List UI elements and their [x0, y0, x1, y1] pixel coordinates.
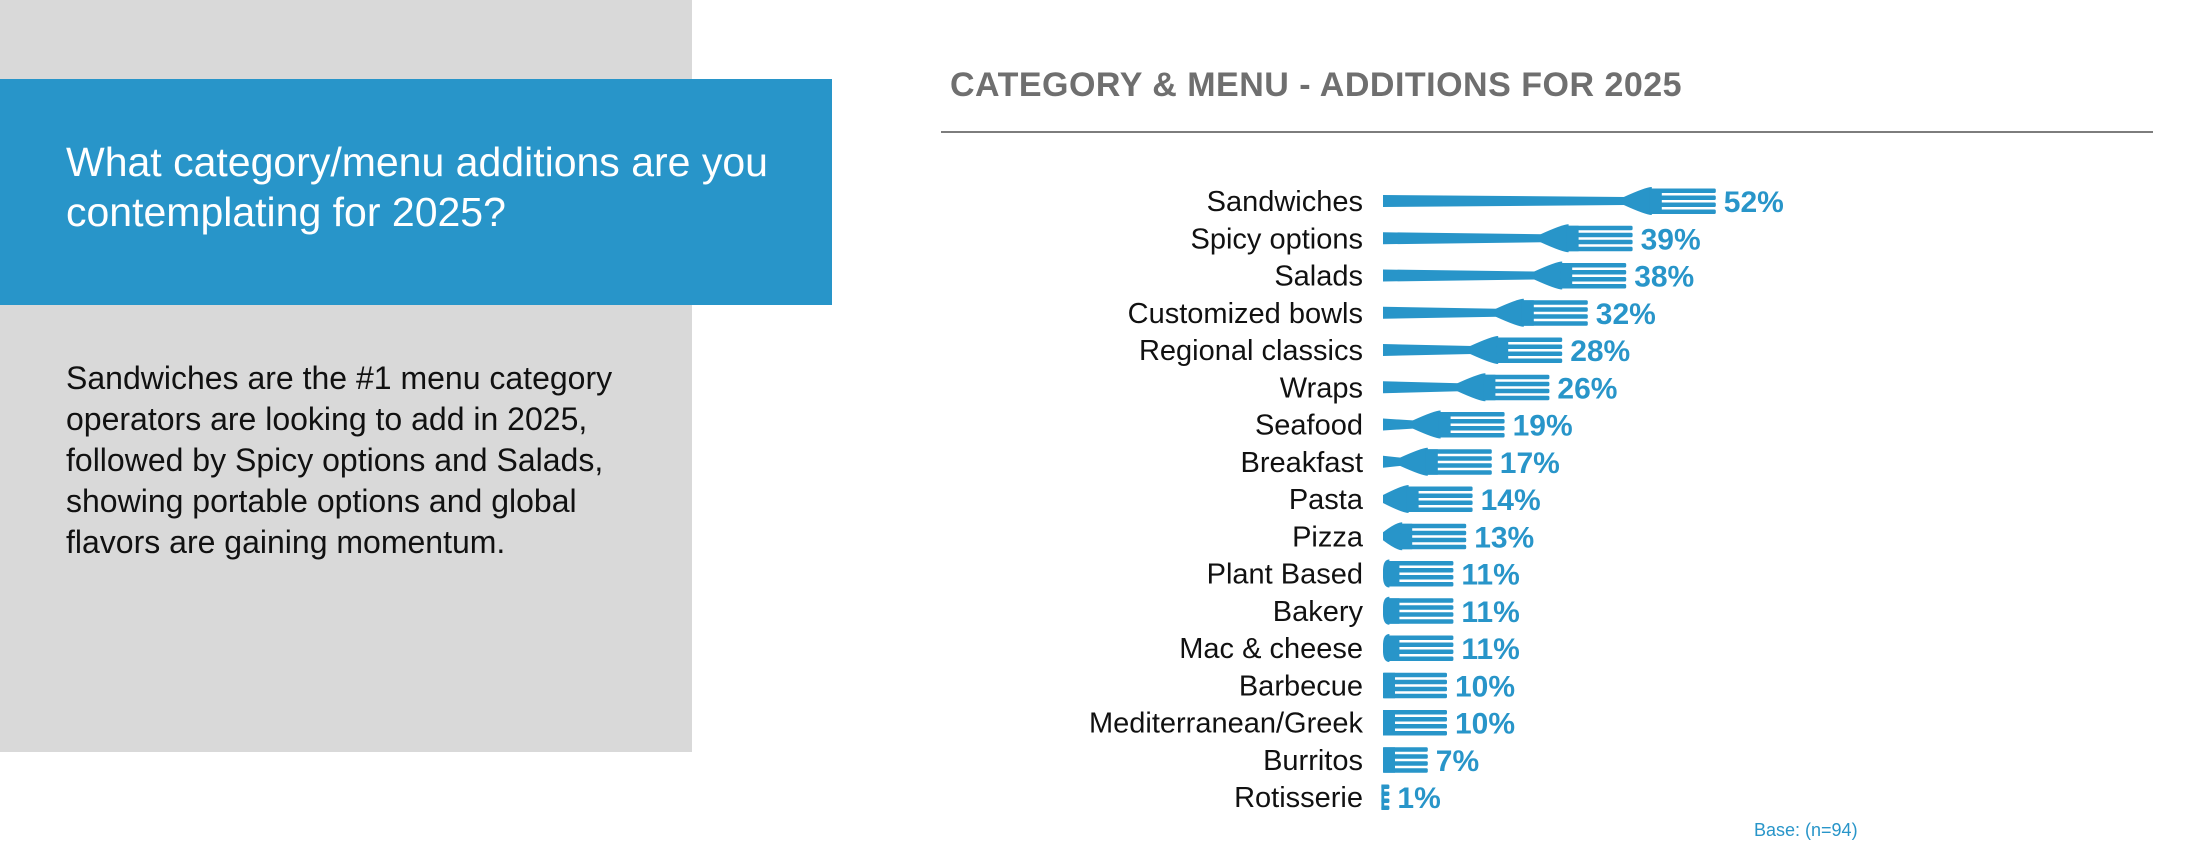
category-label: Barbecue	[1239, 670, 1363, 702]
value-label: 10%	[1455, 708, 1515, 741]
category-label: Plant Based	[1207, 559, 1363, 591]
category-label: Burritos	[1263, 745, 1363, 777]
fork-bar	[1383, 373, 1550, 402]
title-divider	[941, 131, 2153, 133]
fork-bar	[1383, 634, 1454, 662]
value-label: 11%	[1461, 633, 1519, 666]
category-label: Mediterranean/Greek	[1089, 708, 1364, 740]
value-label: 39%	[1641, 223, 1701, 256]
value-label: 11%	[1461, 559, 1519, 592]
category-label: Regional classics	[1139, 335, 1363, 367]
fork-bar	[1383, 261, 1627, 290]
fork-bar	[1383, 596, 1454, 625]
value-label: 19%	[1513, 410, 1573, 443]
fork-bar	[1383, 224, 1633, 253]
fork-bar	[1383, 447, 1492, 476]
value-label: 1%	[1397, 782, 1440, 815]
value-label: 26%	[1557, 372, 1617, 405]
fork-bar	[1383, 559, 1454, 588]
category-label: Bakery	[1273, 596, 1364, 628]
category-label: Spicy options	[1191, 223, 1364, 255]
fork-bar	[1383, 672, 1447, 699]
category-label: Wraps	[1280, 372, 1363, 404]
fork-bar	[1383, 298, 1588, 327]
summary-text: Sandwiches are the #1 menu category oper…	[66, 360, 613, 560]
fork-bar	[1383, 522, 1467, 551]
value-label: 7%	[1436, 745, 1479, 778]
category-label: Seafood	[1255, 410, 1363, 442]
value-label: 28%	[1570, 335, 1630, 368]
category-label: Pizza	[1292, 521, 1364, 553]
value-label: 17%	[1500, 447, 1560, 480]
value-label: 11%	[1461, 596, 1519, 629]
base-note: Base: (n=94)	[1754, 820, 1858, 840]
value-label: 38%	[1634, 261, 1694, 294]
category-label: Mac & cheese	[1179, 633, 1363, 665]
category-label: Customized bowls	[1128, 298, 1363, 330]
question-box: What category/menu additions are you con…	[0, 79, 832, 305]
value-label: 14%	[1481, 484, 1541, 517]
question-text: What category/menu additions are you con…	[66, 139, 768, 235]
category-label: Breakfast	[1241, 447, 1364, 479]
value-label: 13%	[1474, 521, 1534, 554]
category-label: Rotisserie	[1234, 782, 1363, 814]
fork-bar	[1383, 336, 1563, 364]
category-label: Pasta	[1289, 484, 1364, 516]
fork-bar	[1383, 485, 1473, 513]
fork-bar	[1381, 784, 1390, 810]
fork-bar	[1383, 410, 1505, 439]
category-label: Salads	[1274, 261, 1363, 293]
value-label: 10%	[1455, 670, 1515, 703]
fork-bar	[1383, 187, 1716, 215]
fork-bar	[1383, 710, 1447, 736]
chart-title: CATEGORY & MENU - ADDITIONS FOR 2025	[950, 66, 1683, 104]
fork-bar	[1383, 747, 1428, 773]
value-label: 32%	[1596, 298, 1656, 331]
value-label: 52%	[1724, 186, 1784, 219]
category-label: Sandwiches	[1207, 186, 1363, 218]
